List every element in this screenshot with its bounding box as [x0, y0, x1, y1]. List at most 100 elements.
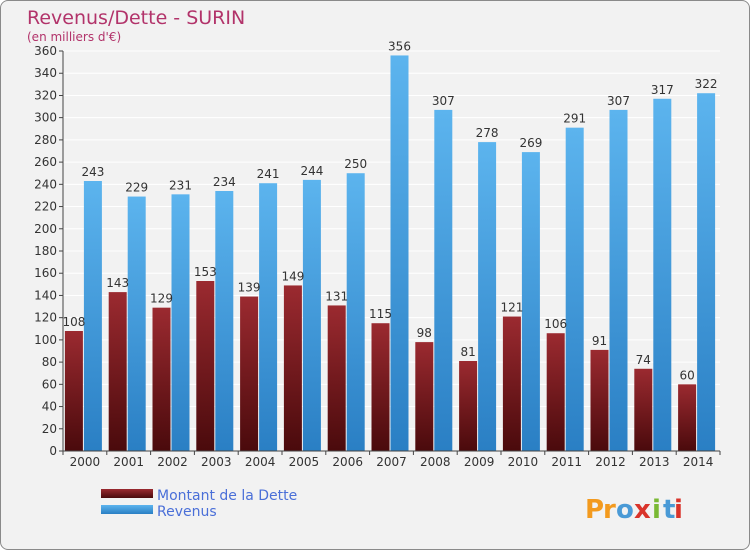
- proxiti-logo: Pr o x i ti: [585, 495, 683, 525]
- legend-label-debt: Montant de la Dette: [157, 488, 297, 504]
- x-tick-label: 2001: [113, 455, 144, 469]
- x-tick-label: 2005: [289, 455, 320, 469]
- data-label-revenue: 322: [695, 77, 718, 91]
- data-label-debt: 74: [636, 353, 651, 367]
- data-label-debt: 60: [679, 368, 694, 382]
- data-label-revenue: 244: [300, 164, 323, 178]
- chart-subtitle: (en milliers d'€): [27, 30, 121, 44]
- y-tick-label: 180: [34, 244, 57, 258]
- data-label-debt: 149: [281, 269, 304, 283]
- bar-debt: [415, 342, 434, 451]
- logo-letter: i: [674, 495, 683, 525]
- bars: [64, 55, 716, 452]
- bar-revenue: [521, 152, 540, 451]
- x-tick-label: 2010: [508, 455, 539, 469]
- data-label-revenue: 278: [476, 126, 499, 140]
- logo-letter: t: [663, 495, 675, 525]
- bar-revenue: [478, 142, 497, 451]
- x-tick-label: 2000: [70, 455, 101, 469]
- x-tick-label: 2013: [639, 455, 670, 469]
- x-tick-label: 2007: [376, 455, 407, 469]
- bar-revenue: [127, 196, 146, 451]
- logo-letter: o: [616, 495, 634, 525]
- data-label-revenue: 234: [213, 175, 236, 189]
- bar-revenue: [215, 191, 234, 451]
- x-tick-label: 2011: [551, 455, 582, 469]
- data-label-debt: 129: [150, 292, 173, 306]
- x-tick-label: 2009: [464, 455, 495, 469]
- x-tick-label: 2014: [683, 455, 714, 469]
- y-tick-label: 100: [34, 333, 57, 347]
- bar-debt: [371, 323, 390, 451]
- data-label-revenue: 307: [607, 94, 630, 108]
- bar-revenue: [565, 127, 584, 452]
- bar-debt: [240, 296, 259, 451]
- y-tick-label: 20: [42, 422, 57, 436]
- bar-debt: [327, 305, 346, 451]
- data-label-revenue: 356: [388, 39, 411, 53]
- y-tick-label: 60: [42, 377, 57, 391]
- y-tick-label: 220: [34, 200, 57, 214]
- data-labels: 108 243 143 229 129 231 153 234 139 241 149 244 131 2…: [62, 39, 717, 382]
- y-tick-label: 200: [34, 222, 57, 236]
- data-label-revenue: 307: [432, 94, 455, 108]
- logo-letter: x: [634, 495, 651, 525]
- x-tick-label: 2002: [157, 455, 188, 469]
- y-tick-label: 120: [34, 311, 57, 325]
- data-label-debt: 139: [238, 281, 261, 295]
- data-label-revenue: 269: [519, 136, 542, 150]
- data-label-revenue: 243: [81, 165, 104, 179]
- bar-debt: [152, 307, 171, 451]
- y-tick-label: 280: [34, 133, 57, 147]
- legend-swatch-revenue: [101, 505, 153, 514]
- y-tick-label: 240: [34, 177, 57, 191]
- y-tick-label: 360: [34, 44, 57, 58]
- y-tick-label: 40: [42, 400, 57, 414]
- y-tick-label: 300: [34, 111, 57, 125]
- bar-debt: [196, 281, 215, 451]
- logo-letter: i: [652, 495, 661, 525]
- logo-letter: r: [603, 495, 616, 525]
- legend: Montant de la Dette Revenus: [101, 488, 297, 520]
- bar-revenue: [609, 109, 628, 451]
- data-label-debt: 106: [544, 317, 567, 331]
- data-label-debt: 91: [592, 334, 607, 348]
- data-label-revenue: 250: [344, 157, 367, 171]
- legend-swatch-debt: [101, 489, 153, 498]
- data-label-revenue: 231: [169, 178, 192, 192]
- data-label-debt: 115: [369, 307, 392, 321]
- data-label-debt: 98: [417, 326, 432, 340]
- data-label-debt: 108: [62, 315, 85, 329]
- x-tick-label: 2012: [595, 455, 626, 469]
- y-tick-label: 140: [34, 288, 57, 302]
- y-tick-label: 0: [49, 444, 57, 458]
- bar-debt: [108, 292, 127, 451]
- x-tick-label: 2008: [420, 455, 451, 469]
- y-tick-label: 340: [34, 66, 57, 80]
- y-tick-label: 320: [34, 88, 57, 102]
- data-label-debt: 81: [460, 345, 475, 359]
- bar-debt: [459, 361, 478, 451]
- bar-debt: [502, 316, 521, 451]
- bar-revenue: [434, 109, 453, 451]
- y-tick-label: 260: [34, 155, 57, 169]
- bar-debt: [590, 349, 609, 451]
- bar-revenue: [171, 194, 190, 452]
- bar-revenue: [346, 173, 365, 451]
- bar-revenue: [653, 98, 672, 452]
- x-tick-label: 2003: [201, 455, 232, 469]
- x-axis-ticks: 2000 2001 2002 2003 2004 2005 2006 2007 2008 2009…: [62, 451, 721, 469]
- logo-letter: P: [585, 495, 604, 525]
- data-label-revenue: 291: [563, 112, 586, 126]
- x-tick-label: 2006: [332, 455, 363, 469]
- data-label-debt: 153: [194, 265, 217, 279]
- bar-revenue: [83, 181, 102, 451]
- data-label-debt: 143: [106, 276, 129, 290]
- legend-label-revenue: Revenus: [157, 504, 217, 520]
- bar-debt: [678, 384, 697, 451]
- data-label-revenue: 317: [651, 83, 674, 97]
- y-tick-label: 80: [42, 355, 57, 369]
- bar-revenue: [390, 55, 409, 451]
- data-label-revenue: 241: [257, 167, 280, 181]
